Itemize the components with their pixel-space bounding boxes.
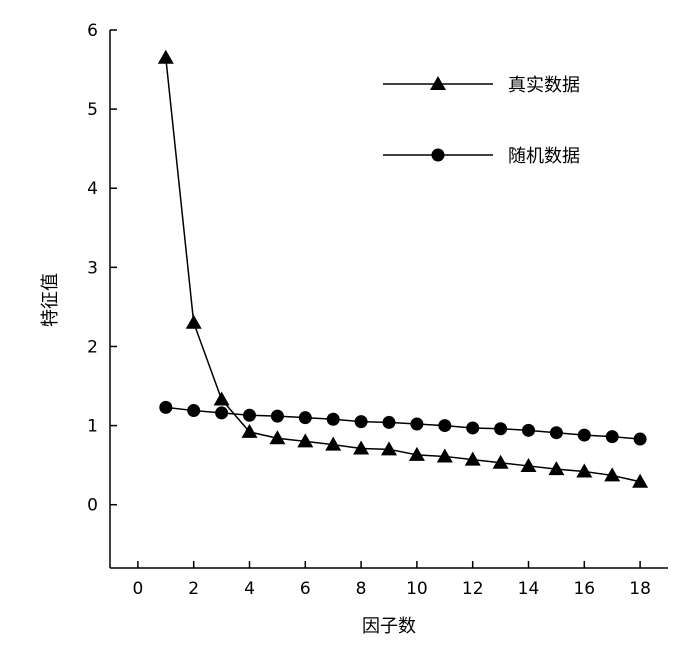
axes [109,30,668,569]
y-tick-label: 5 [87,100,98,120]
data-point [576,463,593,478]
data-point [270,409,284,423]
data-point [381,441,397,456]
data-point [243,408,256,422]
x-ticks: 0 2 4 6 8 10 12 14 16 18 [132,561,651,599]
data-point [326,412,340,426]
data-point [325,436,342,451]
data-point [548,461,565,476]
data-point [492,454,509,469]
legend-label: 真实数据 [508,75,580,96]
legend-label: 随机数据 [508,146,580,167]
y-tick-label: 1 [87,417,98,437]
x-tick-label: 10 [406,579,428,599]
y-tick-label: 3 [87,258,98,278]
data-point [213,391,230,406]
data-point [604,467,621,482]
data-point [354,415,368,429]
series-triangle [157,49,649,488]
x-tick-label: 18 [629,579,651,599]
data-point [241,423,258,438]
x-axis-label: 因子数 [362,616,416,637]
data-point [466,421,480,435]
series-circle [159,400,647,446]
data-point [605,430,619,444]
legend-marker [430,76,446,90]
y-tick-label: 2 [87,337,98,357]
x-tick-label: 6 [300,579,311,599]
data-point [494,422,508,436]
legend-marker [431,148,445,162]
data-point [269,430,286,445]
data-point [187,404,201,418]
y-ticks: 0 1 2 3 4 5 6 [87,21,117,516]
series-line [165,57,641,483]
data-point [520,457,537,472]
y-tick-label: 6 [87,21,98,41]
data-point [159,400,173,414]
data-point [438,419,452,433]
data-point [436,448,453,463]
data-point [577,428,591,442]
data-point [298,411,312,425]
x-tick-label: 14 [518,579,540,599]
x-tick-label: 0 [132,579,143,599]
data-point [633,432,647,446]
data-point [297,433,314,448]
x-tick-label: 2 [188,579,199,599]
data-point [464,451,481,466]
y-axis-label: 特征值 [40,273,61,327]
legend-item: 真实数据 [383,75,580,96]
series-line [165,406,641,440]
x-tick-label: 16 [573,579,595,599]
x-tick-label: 4 [244,579,255,599]
data-point [408,446,425,461]
data-point [157,49,174,64]
x-tick-label: 8 [356,579,367,599]
y-tick-label: 0 [87,496,98,516]
data-point [353,440,370,455]
data-point [410,417,424,431]
data-point [215,406,229,420]
legend-item: 随机数据 [383,146,580,167]
data-point [632,473,649,488]
x-tick-label: 12 [462,579,484,599]
data-point [382,415,396,429]
series-layer [157,49,649,488]
data-point [549,426,563,440]
y-tick-label: 4 [87,179,98,199]
data-point [185,314,202,329]
data-point [522,423,535,437]
